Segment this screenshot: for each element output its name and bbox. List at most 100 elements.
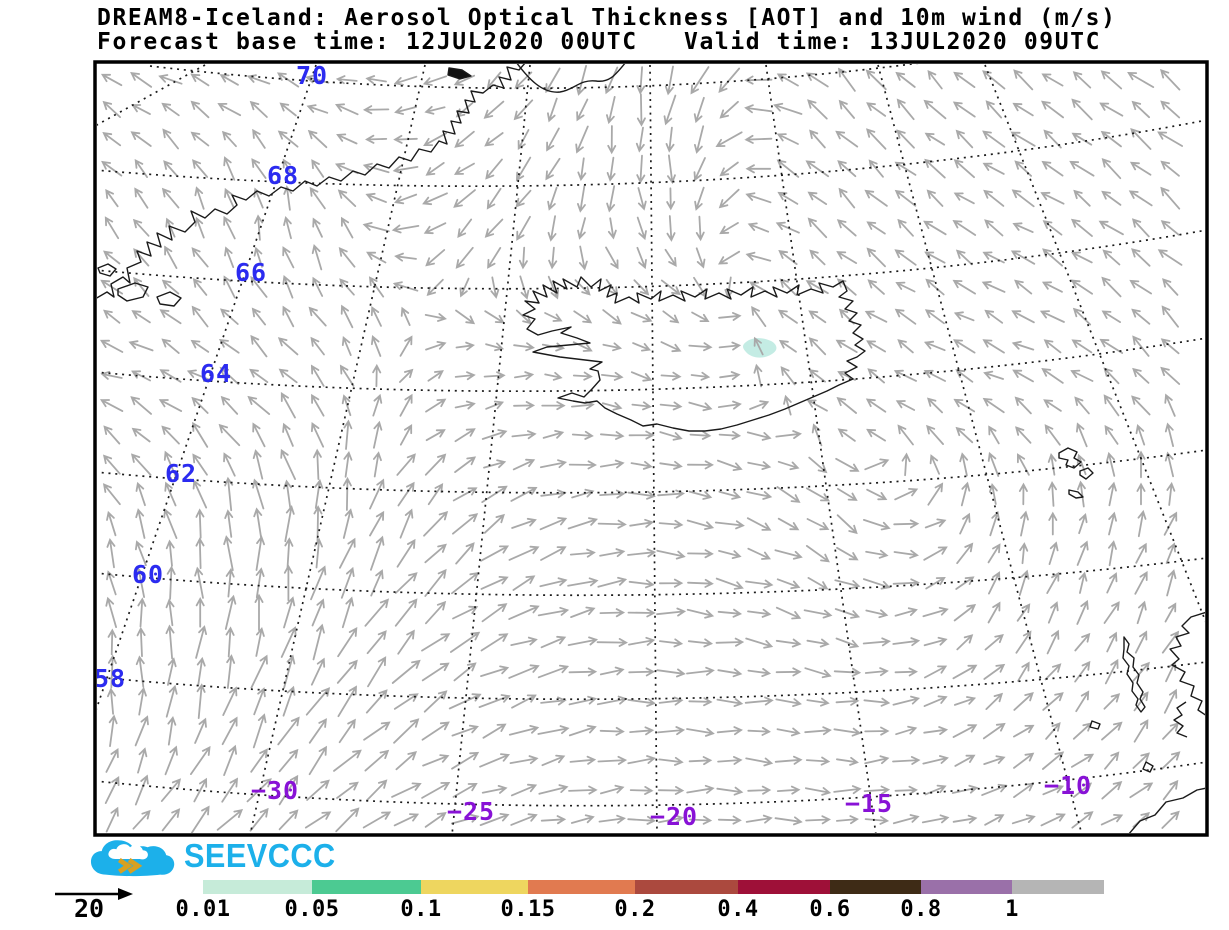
wind-arrow bbox=[1072, 307, 1092, 326]
wind-arrow bbox=[508, 545, 540, 561]
wind-arrow bbox=[895, 71, 916, 88]
wind-arrow bbox=[107, 687, 116, 715]
wind-arrow bbox=[255, 535, 265, 571]
wind-arrow bbox=[864, 189, 888, 207]
wind-arrow bbox=[775, 606, 802, 620]
wind-arrow bbox=[923, 369, 946, 382]
wind-arrow bbox=[138, 686, 147, 716]
wind-arrow bbox=[1045, 722, 1061, 740]
wind-arrow bbox=[895, 281, 916, 293]
wind-arrow bbox=[195, 537, 205, 570]
wind-arrow bbox=[804, 726, 832, 736]
wind-arrow bbox=[805, 280, 829, 295]
wind-arrow bbox=[372, 393, 383, 417]
wind-arrow bbox=[716, 698, 744, 707]
wind-arrow bbox=[1163, 688, 1178, 714]
wind-arrow bbox=[1101, 310, 1121, 323]
wind-arrow bbox=[165, 217, 176, 238]
wind-arrow bbox=[283, 596, 296, 629]
wind-arrow bbox=[196, 683, 206, 719]
wind-arrow bbox=[1012, 102, 1034, 117]
wind-arrow bbox=[1013, 724, 1035, 738]
wind-arrow bbox=[776, 785, 801, 795]
wind-arrow bbox=[955, 426, 974, 444]
wind-arrow bbox=[597, 519, 627, 529]
wind-arrow bbox=[959, 512, 971, 535]
wind-arrow bbox=[895, 725, 918, 736]
wind-arrow bbox=[343, 450, 353, 478]
wind-arrow bbox=[924, 132, 946, 146]
wind-arrow bbox=[637, 187, 647, 211]
wind-arrow bbox=[308, 306, 327, 327]
wind-arrow bbox=[745, 192, 772, 204]
wind-arrow bbox=[249, 368, 269, 383]
wind-arrow bbox=[250, 748, 268, 773]
wind-arrow bbox=[250, 334, 268, 358]
wind-arrow bbox=[806, 697, 830, 707]
wind-arrow bbox=[1041, 73, 1064, 87]
wind-arrow bbox=[450, 813, 480, 825]
wind-arrow bbox=[953, 603, 977, 622]
wind-arrow bbox=[985, 692, 1004, 710]
wind-arrow bbox=[164, 481, 177, 507]
wind-arrow bbox=[803, 609, 833, 619]
wind-arrow bbox=[1012, 369, 1034, 383]
wind-arrow bbox=[894, 607, 918, 617]
wind-arrow bbox=[922, 606, 949, 618]
wind-arrow bbox=[568, 785, 598, 795]
wind-arrow bbox=[807, 577, 829, 590]
wind-arrow bbox=[190, 805, 210, 833]
wind-arrow bbox=[577, 217, 586, 240]
wind-arrow bbox=[421, 781, 451, 799]
wind-arrow bbox=[1100, 130, 1122, 148]
wind-arrow bbox=[628, 667, 656, 677]
wind-arrow bbox=[451, 724, 479, 737]
wind-arrow bbox=[399, 508, 414, 539]
wind-arrow bbox=[717, 756, 743, 765]
wind-arrow bbox=[775, 221, 800, 234]
wind-arrow bbox=[960, 481, 971, 507]
coastline bbox=[97, 263, 117, 277]
lon-label: −15 bbox=[845, 789, 893, 818]
wind-arrow bbox=[541, 401, 566, 411]
wind-arrow bbox=[311, 243, 323, 271]
wind-arrow bbox=[628, 430, 655, 440]
colorbar-tick-label: 0.4 bbox=[717, 897, 758, 922]
wind-arrow bbox=[369, 478, 385, 510]
wind-arrow bbox=[1101, 276, 1122, 298]
wind-arrow bbox=[1041, 160, 1064, 177]
wind-arrow bbox=[363, 721, 391, 741]
wind-arrow bbox=[689, 430, 712, 440]
coastline bbox=[1122, 636, 1146, 713]
wind-arrow bbox=[161, 187, 180, 209]
wind-arrow bbox=[636, 216, 647, 241]
wind-arrow bbox=[607, 125, 617, 155]
wind-arrow bbox=[366, 779, 388, 801]
wind-arrow bbox=[393, 693, 419, 710]
wind-arrow bbox=[599, 608, 626, 618]
wind-arrow bbox=[249, 807, 269, 832]
wind-arrow bbox=[249, 100, 268, 118]
wind-arrow bbox=[926, 189, 944, 207]
wind-arrow bbox=[866, 488, 888, 501]
wind-arrow bbox=[544, 312, 563, 322]
wind-arrow bbox=[627, 548, 657, 558]
wind-arrow bbox=[809, 129, 826, 149]
wind-arrow bbox=[163, 450, 177, 479]
wind-arrow bbox=[512, 575, 536, 591]
wind-arrow bbox=[508, 605, 540, 620]
wind-arrow bbox=[278, 809, 299, 831]
wind-arrow bbox=[195, 625, 207, 659]
wind-arrow bbox=[567, 636, 599, 646]
wind-arrow bbox=[226, 654, 236, 689]
wind-arrow bbox=[254, 593, 264, 631]
wind-arrow bbox=[424, 453, 447, 476]
wind-arrow bbox=[686, 519, 715, 530]
wind-arrow bbox=[693, 96, 705, 124]
wind-arrow bbox=[569, 755, 597, 765]
wind-arrow bbox=[956, 634, 974, 651]
wind-arrow bbox=[982, 162, 1005, 175]
wind-arrow bbox=[277, 337, 299, 356]
wind-arrow bbox=[834, 608, 861, 619]
